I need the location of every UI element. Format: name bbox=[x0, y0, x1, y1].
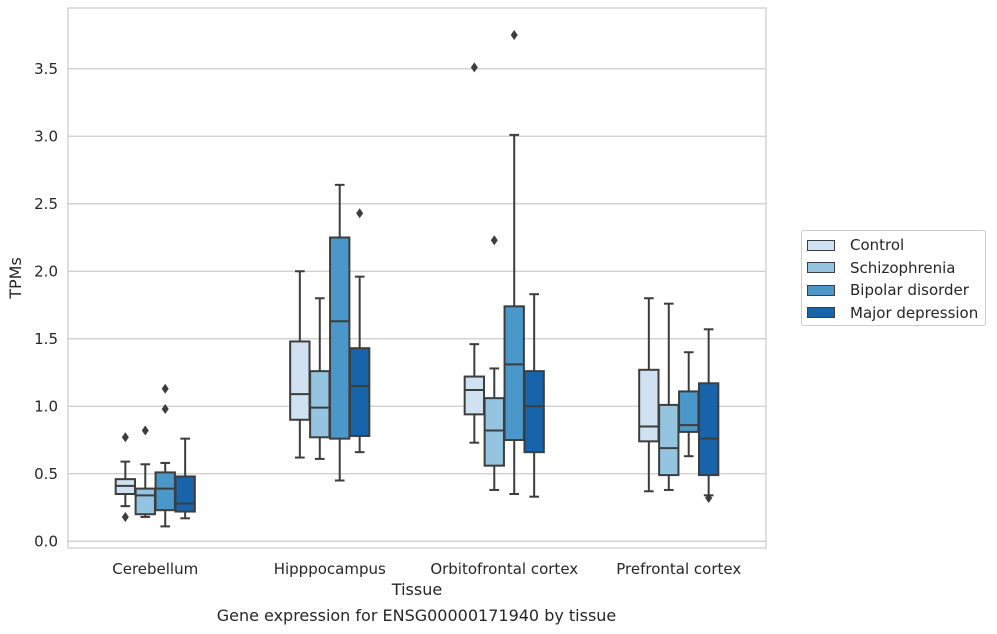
legend-swatch bbox=[807, 307, 835, 318]
box-2-0 bbox=[463, 62, 486, 444]
box-1-1 bbox=[309, 297, 331, 460]
outlier-point bbox=[121, 511, 129, 522]
box-1-3 bbox=[348, 208, 371, 454]
figure-caption: Gene expression for ENSG00000171940 by t… bbox=[216, 606, 617, 625]
iqr-box bbox=[309, 370, 331, 439]
iqr-box bbox=[463, 375, 486, 416]
box-0-3 bbox=[174, 437, 196, 520]
x-axis-label: Tissue bbox=[391, 580, 442, 599]
y-tick-label: 0.5 bbox=[34, 465, 58, 483]
legend-label: Schizophrenia bbox=[850, 258, 956, 277]
iqr-box bbox=[697, 382, 720, 477]
box-0-2 bbox=[154, 383, 176, 528]
outlier-point bbox=[490, 235, 498, 246]
outlier-point bbox=[356, 208, 364, 219]
x-tick-label: Hipppocampus bbox=[274, 560, 386, 578]
iqr-box bbox=[134, 487, 156, 516]
y-tick-label: 3.0 bbox=[34, 127, 58, 145]
x-axis-ticks: Cerebellum Hipppocampus Orbitofrontal cort… bbox=[112, 560, 741, 578]
outlier-point bbox=[470, 62, 478, 73]
iqr-box bbox=[329, 236, 351, 440]
legend-swatch bbox=[807, 239, 835, 251]
y-axis-label: TPMs bbox=[6, 257, 25, 300]
legend-item: Bipolar disorder bbox=[807, 280, 969, 300]
iqr-box bbox=[523, 370, 545, 454]
legend-item: Control bbox=[807, 235, 904, 255]
outlier-point bbox=[141, 425, 149, 436]
y-tick-label: 1.0 bbox=[34, 397, 58, 415]
iqr-box bbox=[503, 305, 525, 441]
box-1-0 bbox=[289, 270, 311, 459]
box-3-3 bbox=[697, 328, 720, 504]
box-0-1 bbox=[134, 425, 156, 518]
x-tick-label: Orbitofrontal cortex bbox=[430, 560, 578, 578]
outlier-point bbox=[161, 403, 169, 414]
iqr-box bbox=[154, 471, 176, 512]
outlier-point bbox=[705, 493, 713, 504]
y-tick-label: 3.5 bbox=[34, 60, 58, 78]
legend-label: Control bbox=[850, 236, 905, 254]
outlier-point bbox=[510, 30, 518, 40]
iqr-box bbox=[289, 340, 311, 421]
box-0-0 bbox=[114, 432, 137, 522]
box-3-0 bbox=[638, 297, 660, 493]
y-axis-ticks: 0.0 0.5 1.0 1.5 2.0 2.5 3.0 3.5 bbox=[34, 60, 58, 551]
legend: Control Schizophrenia Bipolar disorder Majo… bbox=[801, 230, 986, 326]
legend-swatch bbox=[807, 262, 835, 273]
box-2-3 bbox=[523, 293, 545, 498]
legend-label: Bipolar disorder bbox=[850, 281, 969, 299]
box-3-2 bbox=[678, 351, 700, 458]
x-tick-label: Cerebellum bbox=[112, 560, 198, 578]
y-tick-label: 2.5 bbox=[34, 195, 58, 213]
legend-swatch bbox=[807, 284, 835, 296]
outlier-point bbox=[161, 383, 169, 394]
x-tick-label: Prefrontal cortex bbox=[616, 560, 741, 578]
iqr-box bbox=[174, 475, 196, 513]
legend-item: Major depression bbox=[807, 303, 978, 323]
box-3-1 bbox=[658, 302, 680, 491]
iqr-box bbox=[483, 397, 505, 467]
iqr-box bbox=[348, 347, 371, 437]
box-1-2 bbox=[329, 183, 351, 482]
iqr-box bbox=[638, 368, 660, 443]
box-2-2 bbox=[503, 30, 525, 495]
y-tick-label: 2.0 bbox=[34, 262, 58, 280]
y-tick-label: 0.0 bbox=[34, 532, 58, 550]
plot-area-frame bbox=[67, 7, 767, 549]
legend-item: Schizophrenia bbox=[807, 258, 955, 278]
iqr-box bbox=[658, 403, 680, 477]
outlier-point bbox=[121, 432, 129, 443]
legend-label: Major depression bbox=[850, 303, 979, 322]
box-2-1 bbox=[483, 235, 505, 491]
y-tick-label: 1.5 bbox=[34, 330, 58, 348]
box-series bbox=[114, 30, 720, 528]
